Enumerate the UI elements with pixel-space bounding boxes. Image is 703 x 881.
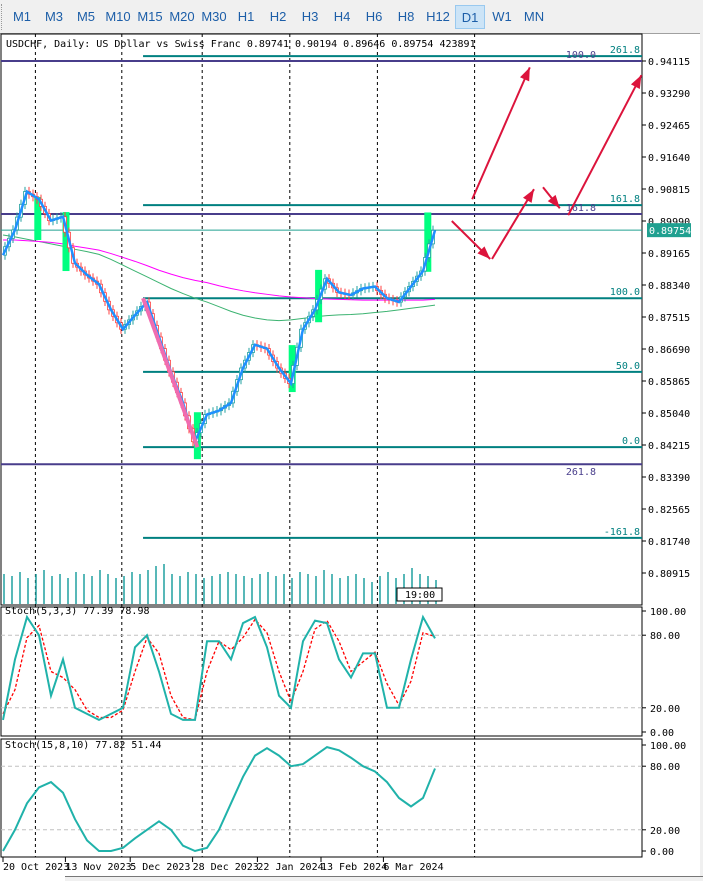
current-price-label: 0.89754 bbox=[649, 226, 691, 237]
fibo-level-label: 261.8 bbox=[610, 45, 640, 56]
stoch-tick-label: 0.00 bbox=[650, 728, 674, 739]
price-tick-label: 0.91640 bbox=[648, 153, 690, 164]
timeframe-m20-button[interactable]: M20 bbox=[169, 9, 195, 24]
arrowhead-icon bbox=[547, 194, 560, 209]
price-tick-label: 0.87515 bbox=[648, 313, 690, 324]
time-tick-label: 22 Jan 2024 bbox=[257, 862, 323, 873]
timeframe-h1-button[interactable]: H1 bbox=[237, 9, 255, 24]
price-tick-label: 0.94115 bbox=[648, 57, 690, 68]
price-tick-label: 0.89165 bbox=[648, 249, 690, 260]
stoch-main-line bbox=[2, 614, 436, 722]
close-price-line bbox=[1, 189, 437, 446]
fibo-level-label: 161.8 bbox=[610, 194, 640, 205]
stoch-tick-label: 20.00 bbox=[650, 704, 680, 715]
price-tick-label: 0.86690 bbox=[648, 345, 690, 356]
price-tick-label: 0.93290 bbox=[648, 89, 690, 100]
stoch-tick-label: 0.00 bbox=[650, 847, 674, 858]
price-tick-label: 0.90815 bbox=[648, 185, 690, 196]
timeframe-h3-button[interactable]: H3 bbox=[301, 9, 319, 24]
price-tick-label: 0.84215 bbox=[648, 441, 690, 452]
arrowhead-icon bbox=[630, 75, 642, 89]
fibo-level-label: 100.0 bbox=[566, 50, 596, 61]
price-tick-label: 0.89990 bbox=[648, 217, 690, 228]
price-tick-label: 0.92465 bbox=[648, 121, 690, 132]
trendline bbox=[141, 297, 200, 448]
stoch-tick-label: 100.00 bbox=[650, 607, 686, 618]
window-edge bbox=[700, 33, 703, 880]
price-tick-label: 0.83390 bbox=[648, 473, 690, 484]
price-tick-label: 0.88340 bbox=[648, 281, 690, 292]
fibo-level-label: 100.0 bbox=[610, 287, 640, 298]
fibo-level-label: 261.8 bbox=[566, 467, 596, 478]
toolbar-grip[interactable] bbox=[1, 4, 4, 30]
timeframe-h2-button[interactable]: H2 bbox=[269, 9, 287, 24]
timeframe-m15-button[interactable]: M15 bbox=[137, 9, 163, 24]
highlight-box bbox=[315, 269, 323, 323]
highlight-box bbox=[34, 196, 42, 241]
timeframe-m10-button[interactable]: M10 bbox=[105, 9, 131, 24]
fibo-level-label: 50.0 bbox=[616, 361, 640, 372]
time-label: 19:00 bbox=[405, 590, 435, 601]
price-tick-label: 0.85865 bbox=[648, 377, 690, 388]
timeframe-h8-button[interactable]: H8 bbox=[397, 9, 415, 24]
main-panel-frame bbox=[0, 33, 643, 606]
fibo-level-label: 161.8 bbox=[566, 203, 596, 214]
price-tick-label: 0.85040 bbox=[648, 409, 690, 420]
time-tick-label: 5 Dec 2023 bbox=[130, 862, 190, 873]
arrowhead-icon bbox=[523, 189, 534, 203]
highlight-box bbox=[424, 212, 432, 272]
forecast-arrow-line bbox=[471, 66, 531, 200]
timeframe-d1-button[interactable]: D1 bbox=[455, 5, 485, 29]
forecast-arrow-line bbox=[567, 74, 643, 216]
time-tick-label: 6 Mar 2024 bbox=[383, 862, 443, 873]
time-tick-label: 28 Dec 2023 bbox=[193, 862, 259, 873]
timeframe-h12-button[interactable]: H12 bbox=[426, 9, 450, 24]
timeframe-mn-button[interactable]: MN bbox=[523, 9, 545, 24]
stoch1-panel-frame bbox=[0, 606, 643, 737]
current-price-tag bbox=[647, 223, 691, 238]
timeframe-m3-button[interactable]: M3 bbox=[44, 9, 64, 24]
fibo-level-label: 0.0 bbox=[622, 436, 640, 447]
price-tick-label: 0.80915 bbox=[648, 569, 690, 580]
stoch-tick-label: 100.00 bbox=[650, 741, 686, 752]
stoch-label: Stoch(5,3,3) 77.39 78.98 bbox=[5, 606, 150, 617]
moving-average-green-line bbox=[2, 234, 436, 322]
chart-title: USDCHF, Daily: US Dollar vs Swiss Franc … bbox=[6, 39, 476, 50]
arrowhead-icon bbox=[477, 246, 491, 260]
time-label-box bbox=[396, 587, 443, 602]
stoch-tick-label: 80.00 bbox=[650, 631, 680, 642]
timeframe-m5-button[interactable]: M5 bbox=[76, 9, 96, 24]
timeframe-m30-button[interactable]: M30 bbox=[201, 9, 227, 24]
forecast-arrow-line bbox=[491, 188, 535, 260]
timeframe-h4-button[interactable]: H4 bbox=[333, 9, 351, 24]
stoch2-panel-frame bbox=[0, 738, 643, 858]
horizontal-scrollbar[interactable] bbox=[65, 876, 703, 881]
stoch-main-line bbox=[2, 746, 436, 853]
price-tick-label: 0.82565 bbox=[648, 505, 690, 516]
stoch-label: Stoch(15,8,10) 77.82 51.44 bbox=[5, 740, 162, 751]
stoch-tick-label: 80.00 bbox=[650, 762, 680, 773]
price-tick-label: 0.81740 bbox=[648, 537, 690, 548]
timeframe-h6-button[interactable]: H6 bbox=[365, 9, 383, 24]
fibo-level-label: -161.8 bbox=[604, 527, 640, 538]
timeframe-w1-button[interactable]: W1 bbox=[492, 9, 512, 24]
stoch-signal-line bbox=[2, 618, 436, 721]
time-tick-label: 13 Nov 2023 bbox=[65, 862, 131, 873]
stoch-tick-label: 20.00 bbox=[650, 826, 680, 837]
timeframe-toolbar: M1 M3 M5 M10 M15 M20 M30 H1 H2 H3 H4 H6 H8 H12 D1 W1 MN bbox=[0, 0, 703, 34]
time-tick-label: 20 Oct 2023 bbox=[3, 862, 69, 873]
arrowhead-icon bbox=[520, 67, 530, 82]
price-chart[interactable]: 0.94115 0.93290 0.92465 0.91640 0.90815 0.899… bbox=[0, 33, 700, 876]
timeframe-m1-button[interactable]: M1 bbox=[12, 9, 32, 24]
time-tick-label: 13 Feb 2024 bbox=[321, 862, 387, 873]
moving-average-magenta-line bbox=[3, 239, 436, 301]
highlight-box bbox=[62, 212, 70, 272]
